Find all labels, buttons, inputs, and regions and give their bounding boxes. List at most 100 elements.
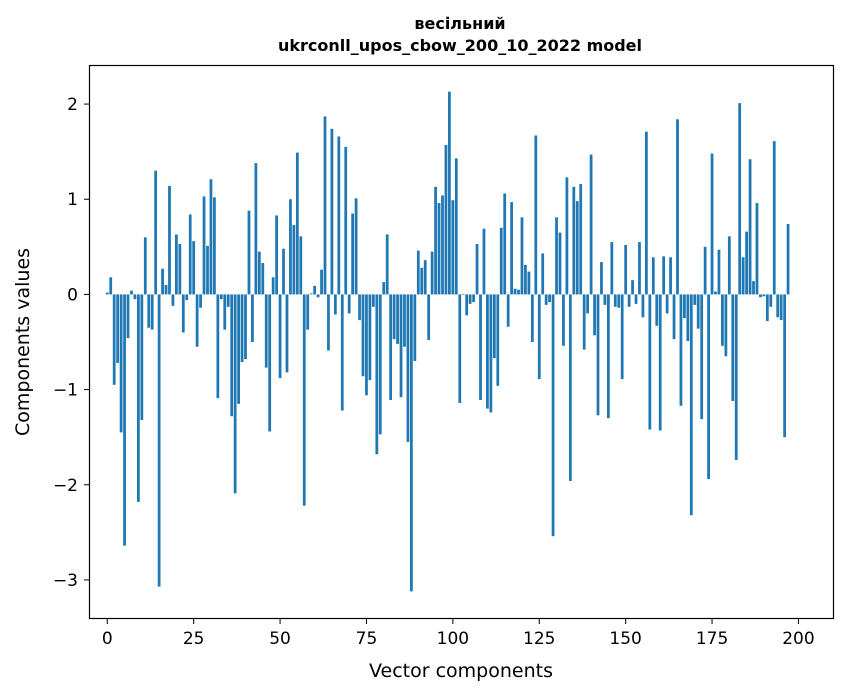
- bar-93: [427, 294, 431, 341]
- bar-180: [727, 236, 731, 295]
- x-axis-ticks: 0 25 50 75 100 125 150 175 200: [102, 618, 815, 649]
- bar-9: [137, 294, 140, 502]
- x-tick-label: 200: [782, 629, 814, 649]
- bar-152: [631, 280, 634, 295]
- bar-27: [199, 294, 202, 308]
- bar-118: [513, 288, 517, 295]
- bar-142: [596, 294, 600, 416]
- bar-112: [492, 294, 496, 359]
- bar-42: [251, 294, 254, 342]
- bar-25: [192, 241, 196, 295]
- bar-70: [347, 294, 351, 314]
- bar-49: [275, 215, 278, 295]
- bar-84: [396, 294, 399, 344]
- bar-71: [351, 213, 355, 295]
- bar-0: [105, 292, 109, 295]
- bar-186: [748, 159, 752, 295]
- bar-48: [271, 277, 275, 295]
- bar-135: [572, 186, 576, 295]
- bar-19: [171, 294, 175, 306]
- bar-98: [444, 144, 448, 295]
- bar-139: [586, 294, 590, 314]
- bar-88: [410, 294, 413, 592]
- bar-116: [506, 294, 510, 327]
- bar-80: [382, 282, 386, 295]
- bar-137: [579, 184, 583, 295]
- bar-183: [738, 103, 742, 295]
- bar-14: [154, 170, 158, 295]
- bar-103: [461, 294, 465, 296]
- x-tick-label: 0: [102, 629, 113, 649]
- bar-81: [385, 234, 389, 295]
- bar-79: [378, 294, 382, 435]
- bar-86: [403, 294, 406, 347]
- bar-163: [669, 257, 672, 295]
- bar-67: [337, 136, 341, 295]
- bar-153: [634, 294, 638, 304]
- bar-41: [247, 210, 251, 295]
- bar-185: [745, 231, 748, 295]
- bar-33: [219, 294, 223, 300]
- bar-134: [568, 294, 572, 481]
- x-tick-label: 100: [437, 629, 469, 649]
- bar-87: [406, 294, 410, 442]
- bar-73: [358, 294, 361, 321]
- bar-61: [316, 294, 320, 298]
- bar-176: [714, 291, 717, 295]
- bar-106: [472, 294, 475, 303]
- bar-121: [524, 264, 527, 295]
- bar-66: [333, 294, 337, 315]
- bar-30: [209, 179, 213, 295]
- bar-113: [496, 294, 500, 386]
- bar-34: [223, 294, 227, 330]
- x-tick-label: 175: [696, 629, 728, 649]
- bar-192: [769, 294, 773, 307]
- bar-10: [140, 294, 144, 421]
- x-tick-label: 75: [356, 629, 378, 649]
- bar-132: [562, 294, 565, 346]
- bar-195: [779, 294, 783, 321]
- x-axis-label: Vector components: [369, 660, 553, 682]
- bar-109: [482, 228, 486, 295]
- x-tick-label: 125: [523, 629, 555, 649]
- bar-141: [593, 294, 596, 336]
- bar-120: [520, 217, 524, 295]
- bar-123: [530, 294, 534, 342]
- bar-111: [489, 294, 493, 413]
- bar-89: [413, 294, 417, 362]
- bar-32: [216, 294, 220, 399]
- bar-15: [157, 294, 161, 587]
- bar-6: [126, 294, 130, 339]
- bar-155: [641, 294, 645, 318]
- bar-29: [206, 245, 209, 295]
- bar-143: [600, 262, 603, 295]
- bar-62: [320, 269, 323, 295]
- bar-160: [658, 294, 662, 431]
- bar-191: [765, 294, 769, 322]
- bar-174: [707, 294, 710, 480]
- bar-156: [645, 131, 648, 295]
- bar-194: [776, 294, 780, 318]
- bar-63: [323, 116, 327, 295]
- bar-154: [638, 242, 641, 295]
- bar-115: [503, 193, 507, 295]
- bar-126: [541, 253, 545, 295]
- bar-1: [109, 277, 113, 295]
- bar-166: [679, 294, 683, 406]
- bar-161: [662, 256, 666, 295]
- bar-4: [119, 294, 123, 433]
- bar-95: [434, 186, 437, 295]
- bar-31: [213, 197, 216, 295]
- bar-157: [648, 294, 652, 430]
- y-axis-label: Components values: [12, 248, 34, 436]
- bar-127: [544, 294, 548, 305]
- y-tick-label: 1: [67, 190, 78, 210]
- bar-124: [534, 135, 538, 295]
- bar-13: [150, 294, 154, 330]
- bar-130: [555, 217, 558, 295]
- bar-50: [278, 294, 282, 379]
- bar-164: [672, 294, 676, 340]
- bar-173: [703, 246, 707, 295]
- bar-65: [330, 128, 334, 295]
- bar-17: [164, 284, 168, 295]
